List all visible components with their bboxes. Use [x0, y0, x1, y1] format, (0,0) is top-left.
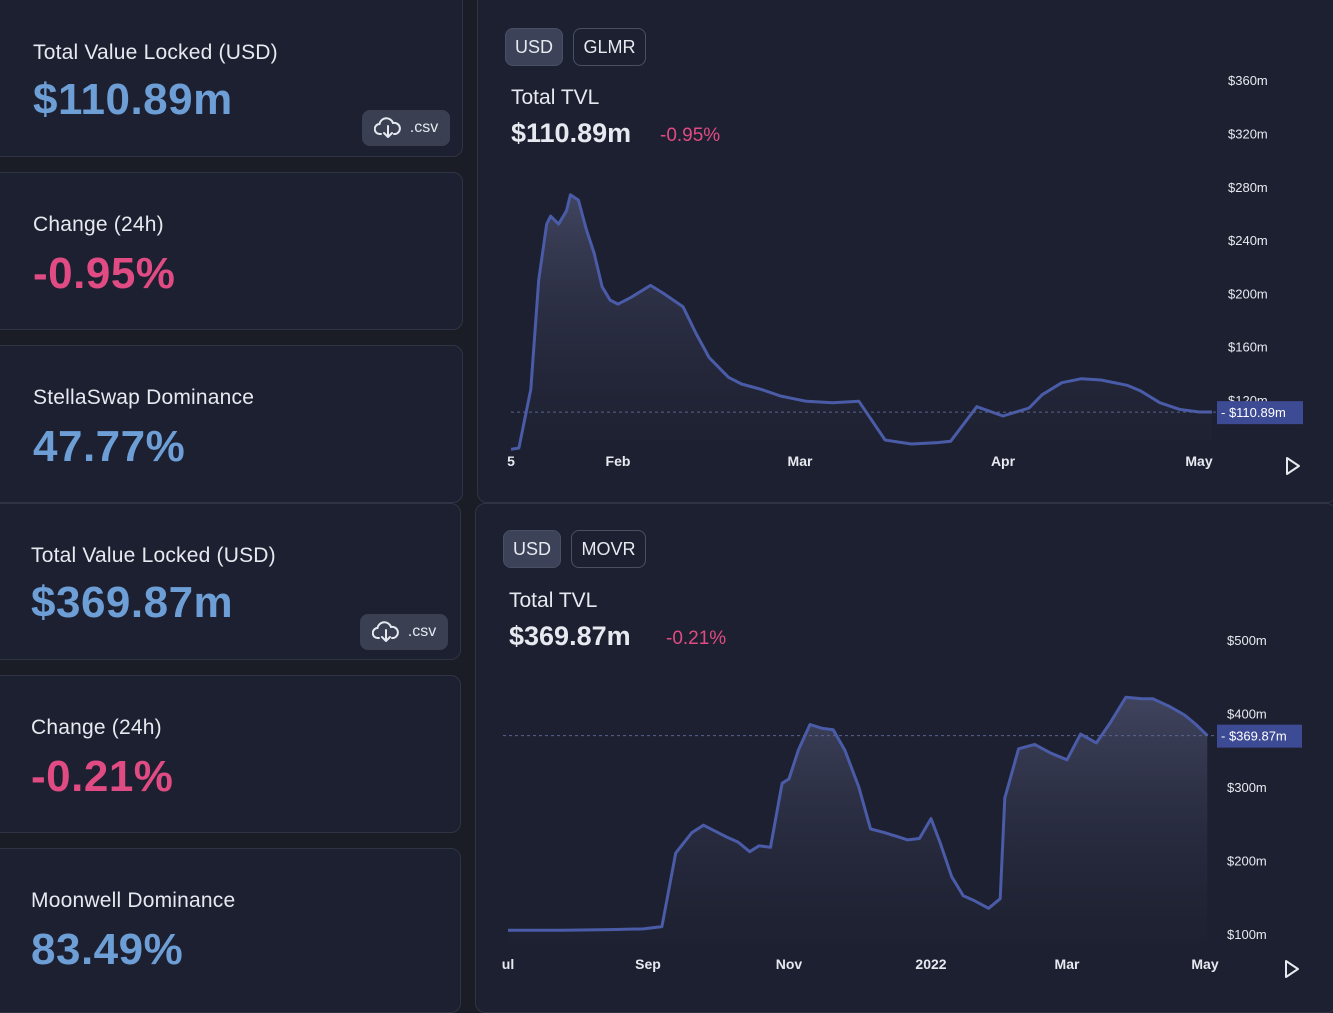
- tvl-value: $369.87m: [31, 578, 234, 627]
- chart-title: Total TVL: [511, 86, 600, 109]
- tvl-label: Total Value Locked (USD): [31, 544, 276, 567]
- change-card-1: Change (24h) -0.95%: [0, 172, 463, 330]
- tvl-line: [510, 193, 1212, 451]
- chart-value: $369.87m: [509, 621, 631, 651]
- x-tick-label: 5: [507, 453, 515, 469]
- y-tick-label: $500m: [1227, 633, 1267, 648]
- current-value-label: - $110.89m: [1221, 405, 1286, 420]
- cloud-download-icon: [371, 621, 400, 643]
- scroll-right-icon[interactable]: [1286, 457, 1300, 475]
- x-tick-label: Sep: [635, 956, 661, 972]
- x-tick-label: Feb: [606, 453, 631, 469]
- tvl-label: Total Value Locked (USD): [33, 41, 278, 64]
- tvl-area: [511, 194, 1212, 450]
- csv-download-button[interactable]: .csv: [360, 614, 448, 650]
- y-tick-label: $400m: [1227, 707, 1267, 722]
- cloud-download-icon: [373, 117, 402, 139]
- dominance-card-1: StellaSwap Dominance 47.77%: [0, 345, 463, 503]
- chart-title: Total TVL: [509, 589, 598, 612]
- tvl-card-1: Total Value Locked (USD) $110.89m .csv: [0, 0, 463, 157]
- tvl-area: [508, 697, 1208, 943]
- y-tick-label: $320m: [1228, 127, 1268, 142]
- x-tick-label: May: [1191, 956, 1218, 972]
- chart-change: -0.95%: [660, 125, 721, 146]
- x-tick-label: Apr: [991, 453, 1016, 469]
- tvl-value: $110.89m: [33, 75, 233, 124]
- change-value: -0.95%: [33, 249, 176, 298]
- y-tick-label: $240m: [1228, 233, 1268, 248]
- dominance-value: 47.77%: [33, 422, 186, 471]
- change-label: Change (24h): [31, 716, 162, 739]
- y-tick-label: $160m: [1228, 340, 1268, 355]
- y-tick-label: $200m: [1227, 854, 1267, 869]
- change-value: -0.21%: [31, 752, 174, 801]
- current-value-label: - $369.87m: [1221, 729, 1287, 744]
- chart-change: -0.21%: [666, 628, 727, 649]
- x-tick-label: Mar: [1055, 956, 1080, 972]
- x-tick-label: Nov: [776, 956, 803, 972]
- y-tick-label: $280m: [1228, 180, 1268, 195]
- y-tick-label: $100m: [1227, 927, 1267, 942]
- x-tick-label: Mar: [788, 453, 813, 469]
- toggle-usd[interactable]: USD: [503, 530, 561, 568]
- toggle-usd[interactable]: USD: [505, 28, 563, 66]
- y-tick-label: $200m: [1228, 286, 1268, 301]
- current-value-badge: [1217, 401, 1303, 425]
- tvl-line: [508, 695, 1209, 932]
- dominance-label: Moonwell Dominance: [31, 889, 236, 912]
- csv-download-button[interactable]: .csv: [362, 110, 450, 146]
- dominance-value: 83.49%: [31, 925, 184, 974]
- toggle-movr[interactable]: MOVR: [571, 530, 646, 568]
- y-tick-label: $300m: [1227, 780, 1267, 795]
- x-tick-label: ul: [502, 956, 514, 972]
- change-card-2: Change (24h) -0.21%: [0, 675, 461, 833]
- dominance-card-2: Moonwell Dominance 83.49%: [0, 848, 461, 1013]
- x-tick-label: 2022: [915, 956, 946, 972]
- chart-value: $110.89m: [511, 118, 632, 148]
- scroll-right-icon[interactable]: [1285, 960, 1299, 978]
- csv-label: .csv: [409, 119, 439, 136]
- csv-label: .csv: [407, 623, 437, 640]
- y-tick-label: $360m: [1228, 73, 1268, 88]
- change-label: Change (24h): [33, 213, 164, 236]
- toggle-glmr[interactable]: GLMR: [573, 28, 646, 66]
- tvl-card-2: Total Value Locked (USD) $369.87m .csv: [0, 503, 461, 660]
- current-value-badge: [1217, 724, 1302, 748]
- dominance-label: StellaSwap Dominance: [33, 386, 255, 409]
- x-tick-label: May: [1185, 453, 1212, 469]
